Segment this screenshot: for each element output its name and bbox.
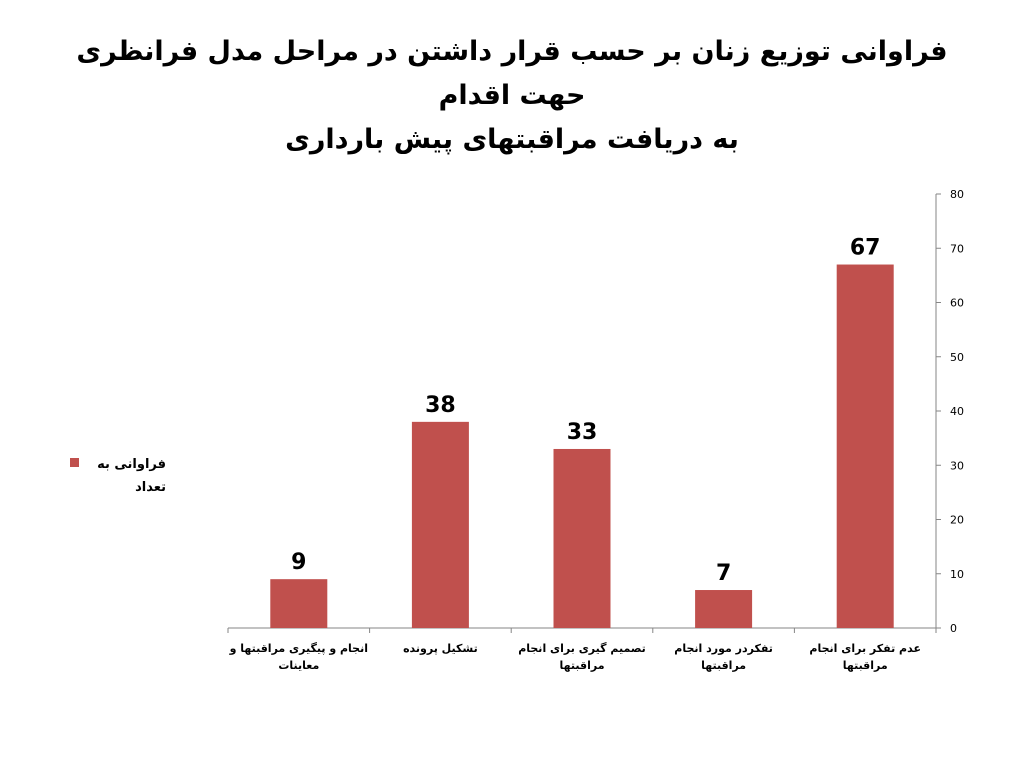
data-label: 9 bbox=[291, 550, 306, 575]
bar bbox=[270, 579, 328, 628]
y-tick-label: 80 bbox=[950, 188, 964, 201]
x-category-label: عدم تفکر برای انجام bbox=[809, 642, 921, 655]
x-category-label: تفکردر مورد انجام bbox=[674, 642, 773, 655]
y-tick-label: 0 bbox=[950, 622, 957, 635]
x-category-label: تصمیم گیری برای انجام bbox=[518, 642, 646, 655]
plot-area: 0 10 20 30 40 50 60 70 80 67 عدم تفکر برای انجام مر… bbox=[227, 188, 964, 672]
x-category-label: مراقبتها bbox=[560, 659, 605, 672]
y-tick-label: 10 bbox=[950, 568, 964, 581]
chart-title: فراوانی توزیع زنان بر حسب قرار داشتن در … bbox=[40, 30, 984, 162]
bar bbox=[553, 448, 611, 628]
data-label: 67 bbox=[850, 236, 881, 261]
y-tick-label: 20 bbox=[950, 514, 964, 527]
legend-swatch bbox=[70, 458, 79, 467]
x-category-label: معاینات bbox=[278, 659, 319, 672]
bar bbox=[411, 421, 469, 628]
x-category-label: مراقبتها bbox=[701, 659, 746, 672]
y-tick-label: 70 bbox=[950, 242, 964, 255]
y-tick-label: 60 bbox=[950, 297, 964, 310]
bar bbox=[836, 264, 894, 628]
x-category-label: تشکیل پرونده bbox=[403, 642, 478, 655]
x-category-label: مراقبتها bbox=[843, 659, 888, 672]
y-tick-label: 50 bbox=[950, 351, 964, 364]
x-category-label: انجام و پیگیری مراقبتها و bbox=[229, 642, 368, 655]
y-tick-label: 40 bbox=[950, 405, 964, 418]
y-tick-label: 30 bbox=[950, 459, 964, 472]
chart-title-line-2: به دریافت مراقبتهای پیش بارداری bbox=[285, 124, 739, 155]
data-label: 7 bbox=[716, 561, 731, 586]
data-label: 33 bbox=[567, 420, 598, 445]
legend: فراوانی به تعداد bbox=[70, 457, 166, 495]
bar bbox=[695, 590, 753, 628]
legend-label-line-1: فراوانی به bbox=[97, 457, 166, 472]
data-label: 38 bbox=[425, 393, 456, 418]
chart-title-line-1: فراوانی توزیع زنان بر حسب قرار داشتن در … bbox=[76, 36, 948, 111]
legend-label-line-2: تعداد bbox=[135, 480, 166, 495]
